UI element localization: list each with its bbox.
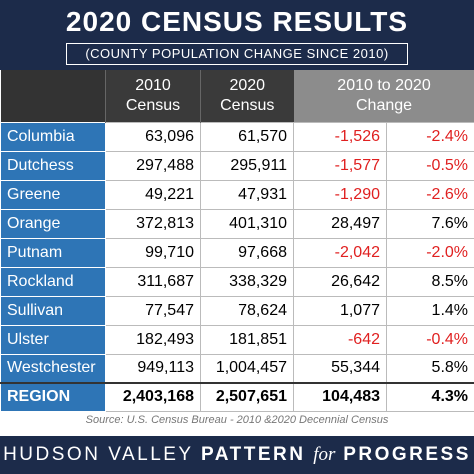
cell: 78,624 xyxy=(200,295,294,326)
cell: 104,483 xyxy=(293,382,387,412)
county-name: REGION xyxy=(0,382,106,412)
table-row: Dutchess 297,488 295,911 -1,577 -0.5% xyxy=(0,150,474,181)
cell: 47,931 xyxy=(200,179,294,210)
cell: -2.4% xyxy=(385,121,474,152)
cell: 1,004,457 xyxy=(200,353,294,384)
cell: 4.3% xyxy=(385,382,474,412)
cell: 7.6% xyxy=(385,208,474,239)
source: Source: U.S. Census Bureau - 2010 &2020 … xyxy=(85,414,389,426)
table-row: Westchester 949,113 1,004,457 55,344 5.8% xyxy=(0,353,474,384)
census-table: 2010 Census 2020 Census 2010 to 2020 Cha… xyxy=(0,70,474,412)
total-row: REGION 2,403,168 2,507,651 104,483 4.3% xyxy=(0,382,474,412)
cell: 181,851 xyxy=(200,324,294,355)
cell: 372,813 xyxy=(105,208,201,239)
cell: -2,042 xyxy=(293,237,387,268)
cell: -0.5% xyxy=(385,150,474,181)
table-row: Columbia 63,096 61,570 -1,526 -2.4% xyxy=(0,121,474,152)
cell: -1,577 xyxy=(293,150,387,181)
cell: 1,077 xyxy=(293,295,387,326)
cell: 297,488 xyxy=(105,150,201,181)
cell: 5.8% xyxy=(385,353,474,384)
cell: -1,526 xyxy=(293,121,387,152)
brand-text: PROGRESS xyxy=(343,444,471,465)
cell: 949,113 xyxy=(105,353,201,384)
cell: 8.5% xyxy=(385,266,474,297)
cell: 99,710 xyxy=(105,237,201,268)
county-name: Columbia xyxy=(0,121,106,152)
brand-text: HUDSON VALLEY xyxy=(3,444,194,465)
subtitle: (COUNTY POPULATION CHANGE SINCE 2010) xyxy=(66,43,408,65)
county-name: Greene xyxy=(0,179,106,210)
county-name: Dutchess xyxy=(0,150,106,181)
cell: 1.4% xyxy=(385,295,474,326)
county-name: Westchester xyxy=(0,353,106,384)
cell: 97,668 xyxy=(200,237,294,268)
column-header: 2020 Census xyxy=(200,70,294,122)
cell: 49,221 xyxy=(105,179,201,210)
cell: 61,570 xyxy=(200,121,294,152)
corner xyxy=(0,70,106,122)
county-name: Ulster xyxy=(0,324,106,355)
title: 2020 CENSUS RESULTS xyxy=(65,6,409,37)
column-header: 2010 Census xyxy=(105,70,201,122)
county-name: Orange xyxy=(0,208,106,239)
brand-text: PATTERN xyxy=(201,444,306,465)
cell: -2.6% xyxy=(385,179,474,210)
cell: -0.4% xyxy=(385,324,474,355)
county-name: Putnam xyxy=(0,237,106,268)
cell: 311,687 xyxy=(105,266,201,297)
cell: 63,096 xyxy=(105,121,201,152)
brand-text: for xyxy=(313,444,336,465)
cell: -1,290 xyxy=(293,179,387,210)
cell: 295,911 xyxy=(200,150,294,181)
table-row: Sullivan 77,547 78,624 1,077 1.4% xyxy=(0,295,474,326)
header: 2020 CENSUS RESULTS (COUNTY POPULATION C… xyxy=(0,0,474,70)
table-row: Ulster 182,493 181,851 -642 -0.4% xyxy=(0,324,474,355)
cell: 401,310 xyxy=(200,208,294,239)
header-row: 2010 Census 2020 Census 2010 to 2020 Cha… xyxy=(0,70,474,122)
cell: -2.0% xyxy=(385,237,474,268)
cell: 26,642 xyxy=(293,266,387,297)
table-row: Orange 372,813 401,310 28,497 7.6% xyxy=(0,208,474,239)
cell: 182,493 xyxy=(105,324,201,355)
cell: 2,403,168 xyxy=(105,382,201,412)
county-name: Sullivan xyxy=(0,295,106,326)
cell: -642 xyxy=(293,324,387,355)
cell: 28,497 xyxy=(293,208,387,239)
cell: 55,344 xyxy=(293,353,387,384)
footer: HUDSON VALLEY PATTERN for PROGRESS xyxy=(0,436,474,474)
table-row: Greene 49,221 47,931 -1,290 -2.6% xyxy=(0,179,474,210)
cell: 77,547 xyxy=(105,295,201,326)
cell: 2,507,651 xyxy=(200,382,294,412)
column-header: 2010 to 2020 Change xyxy=(293,70,474,122)
cell: 338,329 xyxy=(200,266,294,297)
county-name: Rockland xyxy=(0,266,106,297)
table-row: Putnam 99,710 97,668 -2,042 -2.0% xyxy=(0,237,474,268)
table-row: Rockland 311,687 338,329 26,642 8.5% xyxy=(0,266,474,297)
